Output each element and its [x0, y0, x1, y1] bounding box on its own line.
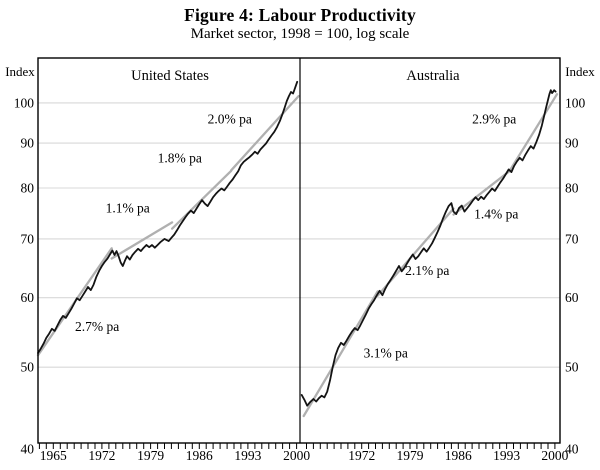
us-series-line [37, 80, 299, 354]
y-tick-label-right-70: 70 [565, 231, 579, 246]
au-x-tick-label-1972: 1972 [348, 448, 375, 463]
au-annotation-1-4-pa: 1.4% pa [474, 207, 518, 222]
y-tick-label-right-80: 80 [565, 181, 579, 196]
us-x-tick-label-1965: 1965 [40, 448, 67, 463]
plot-frame [37, 57, 561, 444]
au-trend-2-9-pa [508, 93, 559, 173]
y-tick-label-left-100: 100 [14, 95, 35, 110]
y-tick-label-left-40: 40 [21, 442, 35, 457]
au-trend-3-1-pa [302, 290, 379, 418]
y-tick-label-left-50: 50 [21, 360, 35, 375]
us-x-tick-label-1972: 1972 [88, 448, 115, 463]
au-x-tick-label-1979: 1979 [397, 448, 424, 463]
au-annotation-2-9-pa: 2.9% pa [472, 111, 516, 126]
us-trend-1-1-pa [110, 221, 174, 260]
au-x-tick-label-1986: 1986 [445, 448, 472, 463]
figure-subtitle: Market sector, 1998 = 100, log scale [190, 26, 410, 42]
y-tick-label-right-40: 40 [565, 442, 579, 457]
au-series-line [300, 89, 557, 407]
us-x-tick-label-1986: 1986 [186, 448, 213, 463]
y-axis-caption-right: Index [565, 64, 595, 79]
y-tick-label-right-60: 60 [565, 290, 579, 305]
us-annotation-2-0-pa: 2.0% pa [208, 111, 252, 126]
y-tick-label-left-70: 70 [21, 231, 35, 246]
us-annotation-1-8-pa: 1.8% pa [158, 151, 202, 166]
y-tick-label-left-90: 90 [21, 136, 35, 151]
y-tick-label-right-90: 90 [565, 136, 579, 151]
au-x-tick-label-1993: 1993 [493, 448, 520, 463]
y-tick-label-right-100: 100 [565, 95, 586, 110]
y-axis-caption-left: Index [5, 64, 35, 79]
au-annotation-3-1-pa: 3.1% pa [364, 346, 408, 361]
us-panel-title: United States [131, 68, 209, 84]
us-annotation-2-7-pa: 2.7% pa [75, 319, 119, 334]
figure-title: Figure 4: Labour Productivity [184, 5, 416, 25]
us-annotation-1-1-pa: 1.1% pa [106, 201, 150, 216]
us-x-tick-label-1993: 1993 [234, 448, 261, 463]
au-x-tick-label-2000: 2000 [541, 448, 568, 463]
us-x-tick-label-2000: 2000 [283, 448, 310, 463]
us-x-tick-label-1979: 1979 [137, 448, 164, 463]
us-trend-2-0-pa [230, 94, 300, 172]
au-panel-title: Australia [406, 68, 460, 84]
y-tick-label-left-60: 60 [21, 290, 35, 305]
y-tick-label-right-50: 50 [565, 360, 579, 375]
au-annotation-2-1-pa: 2.1% pa [405, 263, 449, 278]
y-tick-label-left-80: 80 [21, 181, 35, 196]
